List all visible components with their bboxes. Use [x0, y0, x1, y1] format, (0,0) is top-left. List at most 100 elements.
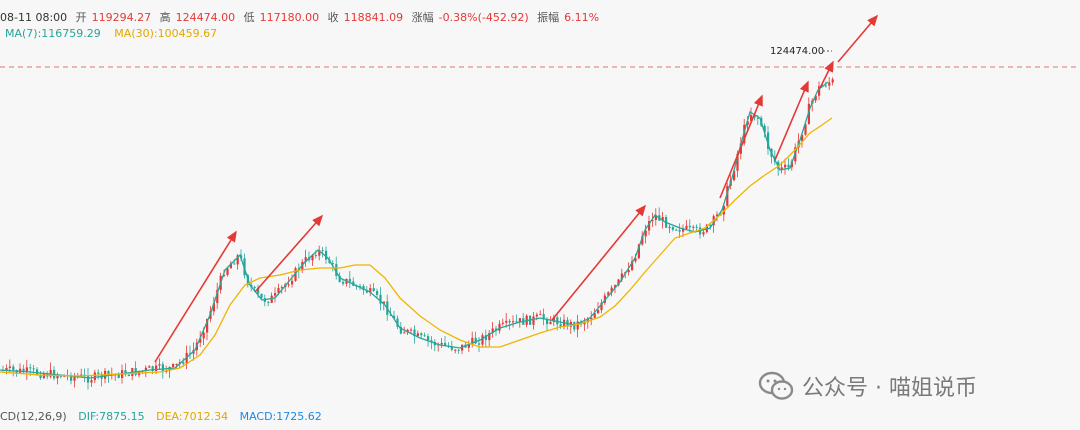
macd-params: CD(12,26,9) — [0, 410, 67, 423]
candle-body — [481, 335, 484, 345]
low-label: 低 — [243, 11, 255, 24]
candle-body — [491, 328, 494, 334]
candle-body — [736, 153, 739, 171]
candle-body — [450, 346, 453, 350]
candle-body — [338, 275, 341, 282]
candle-body — [671, 227, 674, 230]
candle-body — [274, 293, 277, 296]
candle-body — [236, 255, 239, 265]
candle-body — [505, 320, 508, 323]
close-label: 收 — [327, 11, 339, 24]
ma30-line — [0, 117, 833, 377]
candle-body — [631, 261, 634, 271]
candle-body — [688, 225, 691, 228]
candle-body — [818, 86, 821, 96]
candle-body — [277, 288, 280, 294]
candle-body — [382, 301, 385, 304]
candle-body — [763, 125, 766, 133]
candle-body — [73, 376, 76, 381]
candle-body — [644, 230, 647, 237]
candle-body — [576, 321, 579, 330]
candle-body — [756, 117, 759, 119]
candle-body — [406, 329, 409, 333]
candle-body — [784, 164, 787, 168]
candle-body — [620, 273, 623, 280]
candle-body — [617, 279, 620, 286]
candle-body — [709, 224, 712, 226]
candle-body — [549, 321, 552, 325]
candle-body — [580, 321, 583, 325]
candle-body — [678, 229, 681, 232]
candle-body — [216, 289, 219, 304]
change-label: 涨幅 — [411, 11, 434, 24]
ma-legend: MA(7):116759.29 MA(30):100459.67 — [5, 27, 227, 40]
candle-body — [824, 85, 827, 87]
candle-body — [144, 367, 147, 371]
candle-body — [403, 332, 406, 334]
candle-body — [546, 319, 549, 325]
low-value: 117180.00 — [259, 11, 320, 24]
candle-body — [573, 321, 576, 330]
candle-body — [746, 121, 749, 125]
candle-body — [637, 244, 640, 259]
trend-arrow — [837, 14, 879, 63]
trend-arrow — [774, 80, 809, 161]
candle-body — [559, 324, 562, 328]
candle-body — [257, 287, 260, 294]
date-text: 08-11 08:00 — [0, 11, 68, 24]
candle-body — [597, 310, 600, 314]
candle-body — [610, 287, 613, 293]
candle-body — [518, 318, 521, 322]
dif-value: DIF:7875.15 — [78, 410, 145, 423]
candle-body — [556, 317, 559, 325]
candle-body — [814, 95, 817, 101]
candle-body — [155, 365, 158, 371]
candle-body — [607, 292, 610, 296]
open-label: 开 — [75, 11, 87, 24]
candle-body — [151, 366, 154, 371]
candle-body — [427, 336, 430, 341]
close-value: 118841.09 — [343, 11, 404, 24]
candle-body — [539, 314, 542, 316]
candle-body — [97, 372, 100, 374]
candle-body — [654, 215, 657, 220]
candle-body — [787, 164, 790, 168]
candle-body — [593, 313, 596, 318]
candle-body — [42, 373, 45, 378]
candle-body — [552, 317, 555, 322]
candle-body — [423, 335, 426, 337]
candle-body — [471, 337, 474, 345]
candle-body — [12, 366, 15, 371]
candle-body — [260, 293, 263, 299]
candle-body — [627, 270, 630, 273]
candle-body — [454, 349, 457, 351]
candle-body — [702, 232, 705, 235]
trend-arrow — [819, 60, 834, 89]
ma30-legend: MA(30):100459.67 — [114, 27, 218, 40]
candle-body — [362, 285, 365, 291]
candle-body — [501, 322, 504, 324]
candle-body — [36, 369, 39, 375]
candle-body — [600, 302, 603, 311]
candle-body — [583, 322, 586, 325]
candle-body — [535, 314, 538, 317]
candle-body — [444, 342, 447, 346]
candle-body — [685, 225, 688, 229]
candle-body — [49, 369, 52, 377]
change-value: -0.38%(-452.92) — [438, 11, 529, 24]
candle-body — [413, 329, 416, 337]
candle-body — [804, 124, 807, 135]
candle-body — [515, 321, 518, 323]
open-value: 119294.27 — [91, 11, 152, 24]
candle-body — [399, 326, 402, 334]
ma7-legend: MA(7):116759.29 — [5, 27, 101, 40]
trend-arrow — [719, 94, 763, 199]
candle-body — [675, 229, 678, 231]
candle-body — [389, 314, 392, 316]
candle-body — [39, 374, 42, 378]
candle-body — [233, 263, 236, 265]
candle-body — [158, 364, 161, 366]
candle-body — [767, 132, 770, 149]
candle-body — [648, 221, 651, 231]
